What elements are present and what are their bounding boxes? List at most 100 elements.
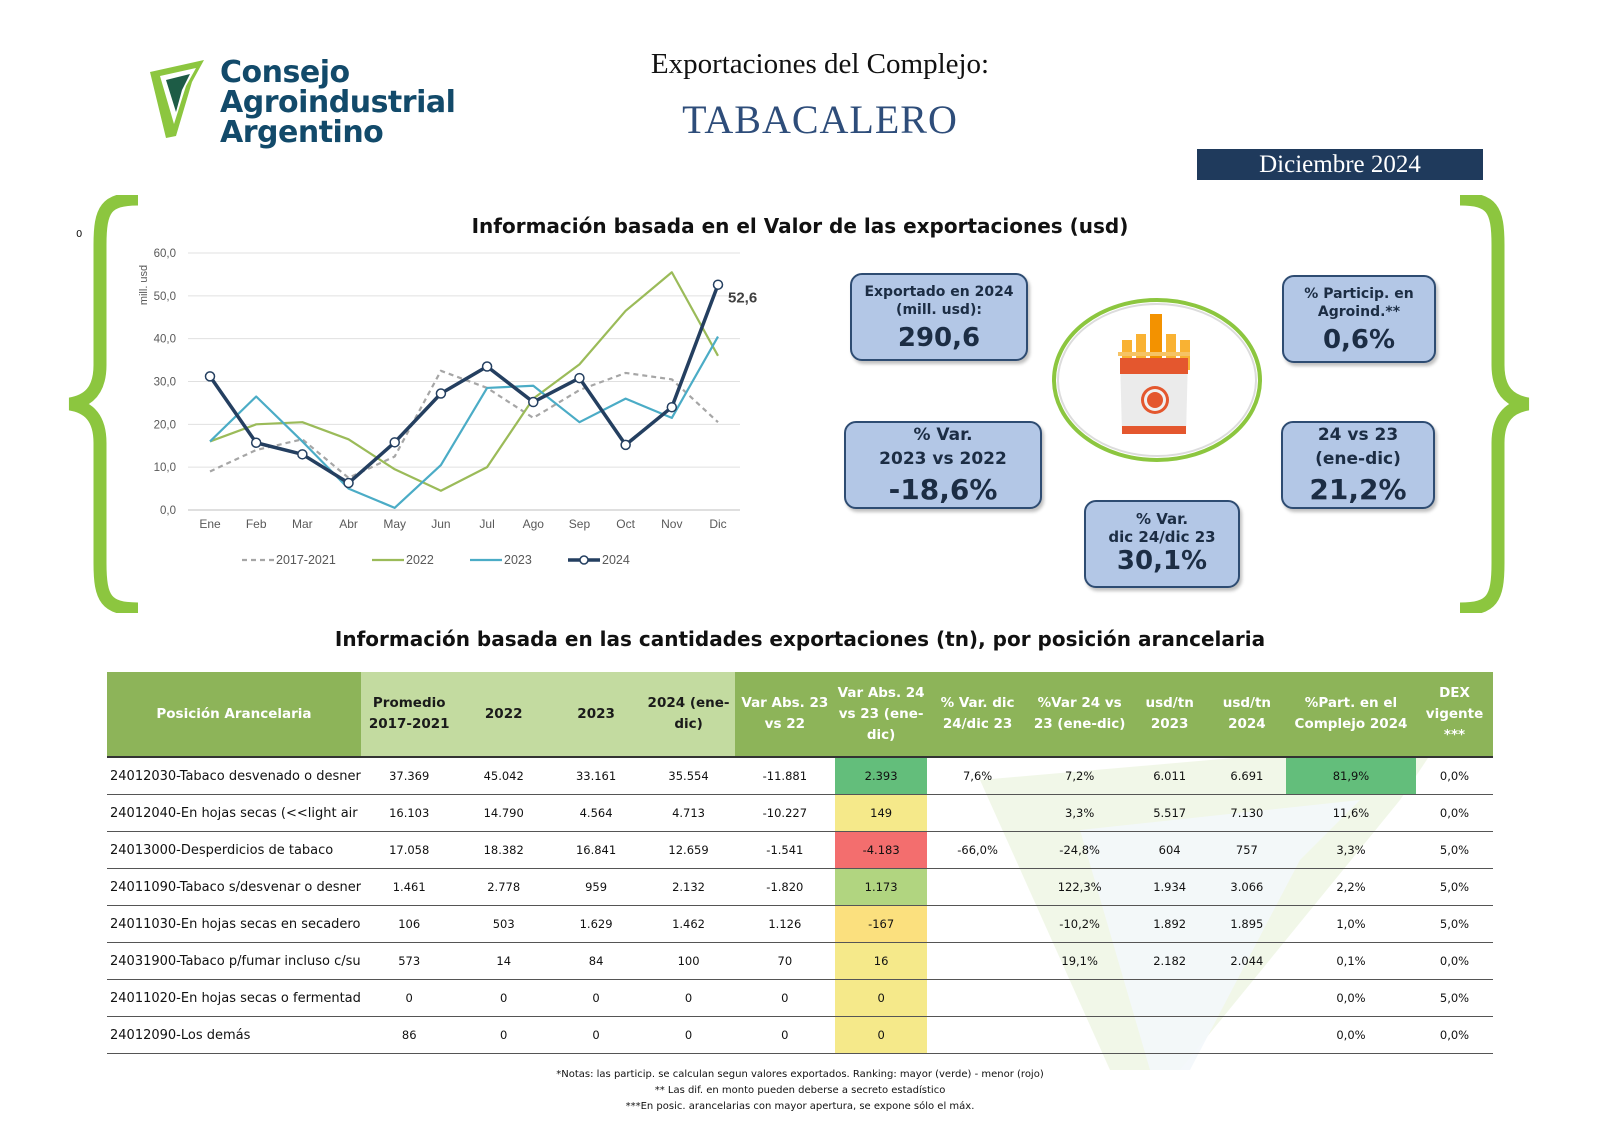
kpi-exportado: Exportado en 2024 (mill. usd): 290,6 xyxy=(850,273,1028,361)
logo-mark-icon xyxy=(150,60,204,138)
cell-u23: 1.892 xyxy=(1131,905,1208,943)
x-tick-label: Dic xyxy=(709,517,726,531)
data-point xyxy=(620,439,631,451)
logo-line-2: Agroindustrial xyxy=(220,85,456,120)
table-header-row: Posición Arancelaria Promedio 2017-2021 … xyxy=(107,672,1493,757)
cell-y23: 0 xyxy=(549,1016,643,1054)
cell-va2322: 70 xyxy=(734,942,835,980)
cell-va2423: 2.393 xyxy=(834,756,928,795)
cell-y22: 0 xyxy=(457,979,550,1017)
table-row: 24011020-En hojas secas o fermentadas ti… xyxy=(107,979,1493,1017)
cell-y22: 0 xyxy=(457,1016,550,1054)
y-tick-label: 0,0 xyxy=(160,505,176,517)
col-header: DEX vigente *** xyxy=(1416,672,1493,757)
cell-va2322: -1.541 xyxy=(734,831,835,869)
y-tick-label: 30,0 xyxy=(154,377,176,389)
cell-vdic xyxy=(927,905,1028,943)
col-header: Posición Arancelaria xyxy=(107,672,361,757)
cell-va2423: 1.173 xyxy=(834,868,928,906)
header-title: TABACALERO xyxy=(682,97,958,142)
col-header: Var Abs. 24 vs 23 (ene-dic) xyxy=(834,672,928,757)
kpi-2423-value: 21,2% xyxy=(1309,473,1407,506)
cell-u24: 1.895 xyxy=(1207,905,1286,943)
table-row: 24013000-Desperdicios de tabaco 17.058 18.… xyxy=(107,831,1493,869)
x-tick-label: Nov xyxy=(661,517,682,531)
cell-prom: 17.058 xyxy=(360,831,458,869)
series-line-2022 xyxy=(209,271,719,492)
cell-v2423: 122,3% xyxy=(1027,868,1132,906)
col-header: 2022 xyxy=(457,672,550,757)
cell-y22: 14 xyxy=(457,942,550,980)
cell-part: 3,3% xyxy=(1285,831,1416,869)
legend-label: 2022 xyxy=(406,553,434,567)
cell-position-name: 24011090-Tabaco s/desvenar o desnervar n xyxy=(107,868,361,906)
table-row: 24011030-En hojas secas en secadero de a… xyxy=(107,905,1493,943)
x-tick-label: Ene xyxy=(199,517,221,531)
cell-y22: 18.382 xyxy=(457,831,550,869)
series-line-2017-2021 xyxy=(209,369,719,479)
kpi-vardic-label1: % Var. xyxy=(1135,510,1189,528)
kpi-exportado-label1: Exportado en 2024 xyxy=(864,284,1014,300)
cell-y23: 84 xyxy=(549,942,643,980)
cell-u23: 6.011 xyxy=(1131,756,1208,795)
cell-position-name: 24031900-Tabaco p/fumar incluso c/suced xyxy=(107,942,361,980)
kpi-var2322-label2: 2023 vs 2022 xyxy=(879,449,1007,469)
cell-v2423: 3,3% xyxy=(1027,794,1132,832)
cell-va2423: 0 xyxy=(834,1016,928,1054)
cell-va2322: -11.881 xyxy=(734,756,835,795)
cell-vdic xyxy=(927,794,1028,832)
cell-prom: 106 xyxy=(360,905,458,943)
cell-y23: 1.629 xyxy=(549,905,643,943)
col-header: 2024 (ene-dic) xyxy=(642,672,735,757)
col-header: usd/tn 2023 xyxy=(1131,672,1208,757)
x-tick-label: Sep xyxy=(569,517,591,531)
cell-y24: 1.462 xyxy=(642,905,735,943)
data-point xyxy=(435,388,447,399)
cell-u23 xyxy=(1131,979,1208,1017)
cell-va2423: -167 xyxy=(834,905,928,943)
cell-vdic: 7,6% xyxy=(927,756,1028,795)
cell-position-name: 24012090-Los demás xyxy=(107,1016,361,1054)
cell-part: 0,0% xyxy=(1285,979,1416,1017)
cell-prom: 573 xyxy=(360,942,458,980)
cell-part: 81,9% xyxy=(1285,756,1416,795)
left-brace-icon xyxy=(68,195,139,613)
x-tick-label: May xyxy=(383,517,406,531)
cell-y24: 2.132 xyxy=(642,868,735,906)
kpi-particip-value: 0,6% xyxy=(1322,325,1396,355)
legend-label: 2023 xyxy=(504,553,532,567)
cell-prom: 86 xyxy=(360,1016,458,1054)
cell-v2423: -24,8% xyxy=(1027,831,1132,869)
logo-line-3: Argentino xyxy=(220,115,384,150)
cell-position-name: 24013000-Desperdicios de tabaco xyxy=(107,831,361,869)
right-brace-icon xyxy=(1459,195,1530,613)
cell-prom: 0 xyxy=(360,979,458,1017)
cell-y23: 0 xyxy=(549,979,643,1017)
cell-va2322: 0 xyxy=(734,979,835,1017)
table-row: 24012040-En hojas secas (<<light air cur… xyxy=(107,794,1493,832)
section-quantity-title: Información basada en las cantidades exp… xyxy=(334,627,1266,651)
cell-vdic xyxy=(927,1016,1028,1054)
y-tick-label: 20,0 xyxy=(154,419,176,431)
kpi-2423-label2: (ene-dic) xyxy=(1315,449,1401,469)
section-value-title: Información basada en el Valor de las ex… xyxy=(471,214,1129,238)
kpi-2423-label1: 24 vs 23 xyxy=(1317,425,1399,445)
col-header: Var Abs. 23 vs 22 xyxy=(734,672,835,757)
kpi-var-dic: % Var. dic 24/dic 23 30,1% xyxy=(1084,500,1240,588)
x-tick-label: Feb xyxy=(246,517,267,531)
footnotes: *Notas: las particip. se calculan segun … xyxy=(0,1067,1600,1115)
cell-u23: 2.182 xyxy=(1131,942,1208,980)
data-point xyxy=(574,372,585,384)
period-badge: Diciembre 2024 xyxy=(1197,149,1483,180)
col-header: %Var 24 vs 23 (ene-dic) xyxy=(1027,672,1132,757)
y-tick-label: 60,0 xyxy=(154,248,176,260)
data-point xyxy=(343,477,354,489)
kpi-var2322-label1: % Var. xyxy=(913,425,973,445)
cell-u24: 3.066 xyxy=(1207,868,1286,906)
cell-u24 xyxy=(1207,1016,1286,1054)
cell-y22: 14.790 xyxy=(457,794,550,832)
data-point xyxy=(712,279,724,290)
data-point xyxy=(528,396,539,408)
footnote-1: *Notas: las particip. se calculan segun … xyxy=(556,1069,1044,1080)
kpi-exportado-value: 290,6 xyxy=(897,323,981,353)
